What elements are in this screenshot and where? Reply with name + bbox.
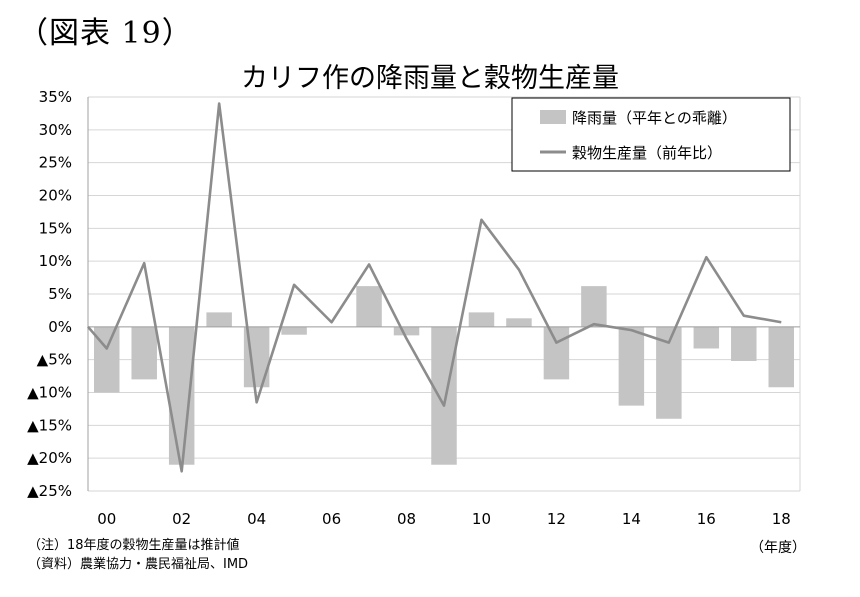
rainfall-bar: [506, 318, 532, 327]
rainfall-bar: [618, 326, 645, 406]
rainfall-bar: [356, 286, 382, 327]
source-text: （資料）農業協力・農民福祉局、IMD: [28, 557, 249, 572]
y-tick-label: ▲25%: [27, 482, 72, 500]
legend-label: 降雨量（平年との乖離）: [572, 109, 737, 127]
rainfall-bar: [468, 312, 495, 327]
y-tick-label: 5%: [48, 285, 72, 303]
rainfall-bar: [731, 326, 757, 361]
rainfall-bar: [431, 326, 457, 465]
rainfall-bar: [543, 326, 570, 380]
x-tick-label: 08: [397, 510, 416, 528]
rainfall-bar: [131, 326, 157, 380]
y-tick-label: ▲20%: [27, 449, 72, 467]
x-tick-label: 10: [472, 510, 491, 528]
x-unit-label: （年度）: [750, 540, 806, 556]
legend: 降雨量（平年との乖離） 穀物生産量（前年比）: [511, 97, 791, 172]
y-tick-label: 15%: [39, 219, 72, 237]
production-line: [87, 102, 782, 473]
y-tick-label: 20%: [39, 187, 72, 205]
legend-swatch-bar: [540, 110, 566, 124]
rainfall-bar: [768, 326, 795, 388]
y-tick-label: ▲5%: [37, 351, 72, 369]
y-tick-label: 35%: [39, 88, 72, 106]
y-tick-label: 25%: [39, 154, 72, 172]
rainfall-bar: [693, 326, 720, 349]
rainfall-bar: [393, 326, 420, 336]
x-tick-label: 06: [322, 510, 341, 528]
x-tick-label: 14: [622, 510, 641, 528]
x-tick-label: 00: [97, 510, 116, 528]
y-tick-label: 0%: [48, 318, 72, 336]
y-tick-label: 10%: [39, 252, 72, 270]
rainfall-bar: [581, 286, 607, 327]
chart-title: カリフ作の降雨量と穀物生産量: [241, 63, 619, 94]
y-tick-label: 30%: [39, 121, 72, 139]
x-tick-label: 02: [172, 510, 191, 528]
legend-box: [511, 97, 791, 172]
x-tick-label: 18: [772, 510, 791, 528]
x-tick-label: 04: [247, 510, 266, 528]
legend-label: 穀物生産量（前年比）: [572, 144, 722, 162]
rainfall-bar: [281, 326, 307, 335]
rainfall-bar: [206, 312, 232, 327]
note-text: （注）18年度の穀物生産量は推計値: [28, 538, 240, 553]
x-tick-label: 12: [547, 510, 566, 528]
y-tick-label: ▲15%: [27, 416, 72, 434]
x-tick-label: 16: [697, 510, 716, 528]
y-tick-label: ▲10%: [27, 384, 72, 402]
figure-label: （図表 19）: [18, 16, 193, 51]
